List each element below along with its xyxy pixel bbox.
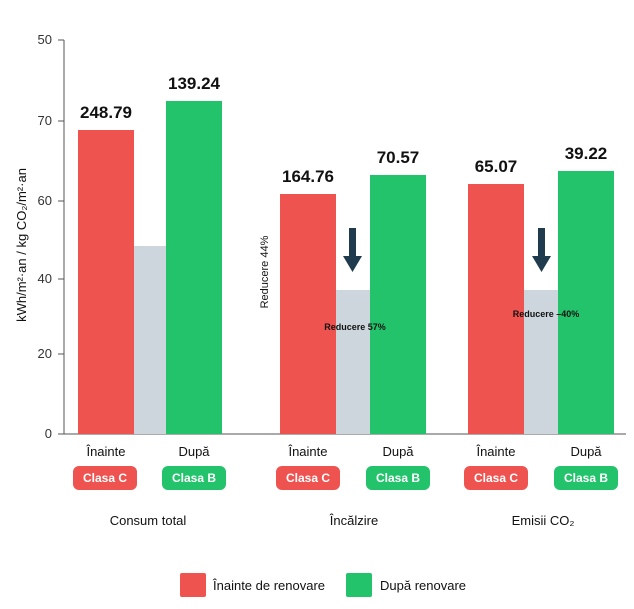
group-label: Consum total (110, 513, 187, 528)
class-badge (73, 466, 137, 490)
legend: Înainte de renovare După renovare (180, 573, 466, 597)
value-label: 65.07 (475, 157, 518, 176)
value-label: 70.57 (377, 148, 420, 167)
class-badge (366, 466, 430, 490)
reduction-bar (134, 246, 166, 434)
category-label: După (570, 444, 602, 459)
reduction-annotation: Reducere 57% (324, 322, 386, 332)
category-label: După (382, 444, 414, 459)
group-consum-total: 248.79 139.24 Înainte După Clasa C Clasa… (73, 74, 226, 528)
y-tick-label: 20 (38, 346, 52, 361)
value-label: 248.79 (80, 103, 132, 122)
legend-label-after: După renovare (380, 578, 466, 593)
bar-before (78, 130, 134, 434)
class-badge-text: Clasa B (376, 471, 420, 485)
down-arrow-icon (343, 228, 362, 272)
reduction-bar (336, 290, 370, 434)
group-incalzire: 164.76 70.57 Reducere 44% Reducere 57% Î… (259, 148, 430, 528)
legend-swatch-before (180, 573, 206, 597)
class-badge-text: Clasa C (83, 471, 127, 485)
class-badge-text: Clasa C (474, 471, 518, 485)
down-arrow-icon (532, 228, 551, 272)
y-axis-label: kWh/m²·an / kg CO₂/m²·an (14, 168, 29, 322)
value-label: 39.22 (565, 144, 608, 163)
group-label: Emisii CO₂ (512, 513, 575, 528)
bar-before (280, 194, 336, 434)
class-badge-text: Clasa B (172, 471, 216, 485)
group-label: Încălzire (329, 513, 378, 528)
category-label: Înainte (85, 444, 125, 459)
class-badge (554, 466, 618, 490)
category-label: Înainte (475, 444, 515, 459)
legend-swatch-after (346, 573, 372, 597)
class-badge (464, 466, 528, 490)
reduction-annotation: Reducere –40% (513, 309, 580, 319)
bar-before (468, 184, 524, 434)
class-badge (162, 466, 226, 490)
side-annotation: Reducere 44% (259, 235, 271, 308)
bar-after (558, 171, 614, 434)
y-tick-label: 50 (38, 32, 52, 47)
bar-after (370, 175, 426, 434)
group-emisii-co2: 65.07 39.22 Reducere –40% Înainte După C… (464, 144, 618, 528)
y-tick-label: 0 (45, 426, 52, 441)
value-label: 164.76 (282, 167, 334, 186)
legend-label-before: Înainte de renovare (212, 578, 325, 593)
category-label: După (178, 444, 210, 459)
value-label: 139.24 (168, 74, 221, 93)
category-label: Înainte (287, 444, 327, 459)
class-badge-text: Clasa B (564, 471, 608, 485)
class-badge-text: Clasa C (286, 471, 330, 485)
y-tick-label: 40 (38, 271, 52, 286)
y-tick-label: 60 (38, 193, 52, 208)
y-ticks: 0 20 40 60 70 50 (38, 32, 64, 441)
bar-after (166, 101, 222, 434)
y-tick-label: 70 (38, 113, 52, 128)
class-badge (276, 466, 340, 490)
reduction-bar (524, 290, 558, 434)
